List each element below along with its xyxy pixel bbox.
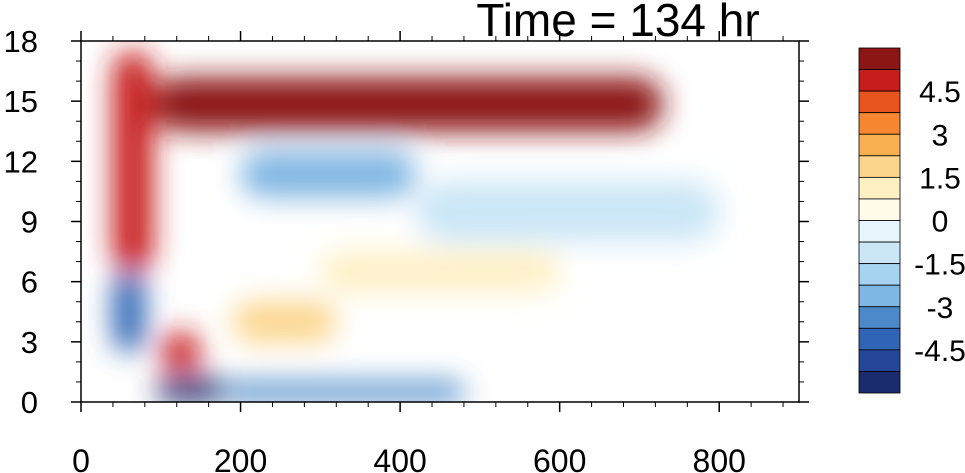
colorbar-swatch: [858, 112, 901, 135]
colorbar-label: 4.5: [919, 76, 961, 109]
colorbar-swatch: [858, 306, 901, 329]
colorbar-swatch: [858, 69, 901, 92]
colorbar-label: 1.5: [919, 162, 961, 195]
heatmap-field: [112, 51, 720, 402]
colorbar-swatch: [858, 263, 901, 286]
colorbar-swatch: [858, 284, 901, 308]
colorbar-label: 0: [932, 206, 949, 239]
colorbar-swatch: [858, 90, 901, 114]
x-tick-label: 800: [693, 443, 746, 473]
heatmap-cell: [320, 251, 560, 292]
x-tick-label: 400: [373, 443, 426, 473]
y-tick-label: 12: [4, 144, 38, 179]
y-tick-label: 18: [4, 24, 38, 59]
chart-title: Time = 134 hr: [476, 0, 759, 46]
colorbar-swatch: [858, 241, 901, 265]
y-tick-label: 15: [4, 84, 38, 119]
heatmap-cell: [224, 381, 464, 402]
x-tick-label: 600: [533, 443, 586, 473]
heatmap-cell: [160, 331, 201, 372]
y-tick-label: 3: [21, 325, 38, 360]
heatmap-cell: [112, 271, 145, 352]
heatmap-cell: [232, 301, 337, 342]
colorbar-swatch: [858, 220, 901, 243]
heatmap-cell: [156, 377, 225, 402]
colorbar-swatch: [858, 176, 901, 200]
colorbar-swatch: [858, 349, 901, 372]
colorbar-label: -1.5: [914, 249, 965, 282]
x-axis: 0 200 400 600 800: [72, 31, 784, 473]
x-tick-label: 0: [72, 443, 90, 473]
heatmap-cell: [416, 181, 720, 242]
y-tick-label: 6: [21, 265, 38, 300]
y-tick-label: 9: [21, 205, 38, 240]
y-tick-label: 0: [21, 385, 38, 420]
colorbar: 4.5 3 1.5 0 -1.5 -3 -4.5: [858, 47, 965, 394]
heatmap-cell: [152, 77, 664, 132]
colorbar-label: -3: [927, 292, 954, 325]
colorbar-label: 3: [932, 119, 949, 152]
heatmap-cell: [112, 51, 153, 272]
colorbar-swatch: [858, 371, 901, 394]
colorbar-swatch: [858, 327, 901, 351]
colorbar-swatch: [858, 133, 901, 157]
x-tick-label: 200: [214, 443, 267, 473]
heatmap-cell: [240, 151, 417, 198]
colorbar-swatch: [858, 47, 901, 70]
colorbar-swatch: [858, 155, 901, 178]
colorbar-swatch: [858, 198, 901, 221]
colorbar-label: -4.5: [914, 335, 965, 368]
y-axis: 0 3 6 9 12 15 18: [4, 24, 809, 420]
